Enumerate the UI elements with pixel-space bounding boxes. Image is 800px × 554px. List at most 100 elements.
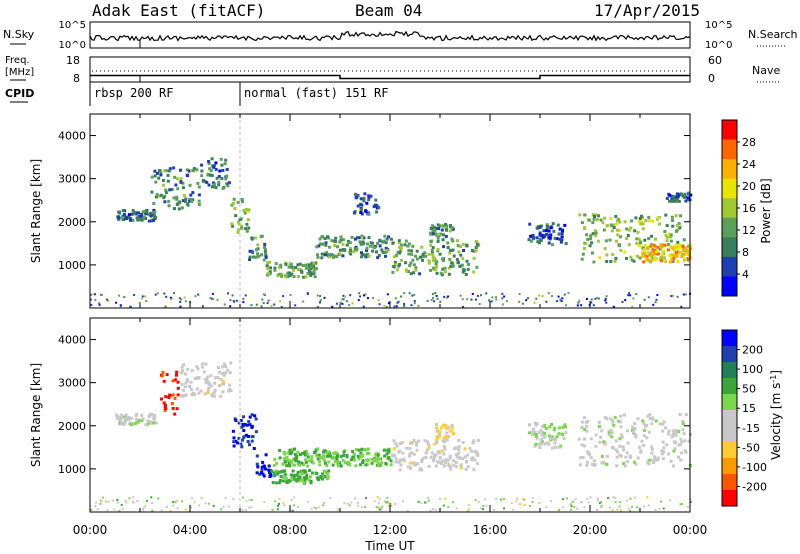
colorbar-swatch	[722, 120, 737, 141]
echo-cell	[364, 255, 368, 259]
echo-cell	[339, 235, 343, 239]
echo-speckle	[179, 305, 182, 308]
echo-cell	[611, 419, 615, 423]
echo-cell	[283, 460, 287, 464]
echo-speckle	[679, 503, 682, 506]
colorbar-swatch	[722, 458, 737, 475]
echo-cell	[649, 244, 653, 248]
echo-cell	[120, 413, 124, 417]
echo-speckle	[480, 507, 482, 510]
echo-cell	[392, 265, 396, 269]
echo-speckle	[90, 298, 92, 301]
echo-cell	[172, 196, 176, 200]
echo-cell	[666, 452, 670, 456]
echo-speckle	[607, 496, 610, 499]
echo-cell	[210, 394, 214, 398]
echo-cell	[290, 477, 294, 481]
echo-cell	[398, 251, 402, 255]
echo-cell	[627, 243, 631, 247]
echo-cell	[619, 425, 623, 429]
echo-cell	[652, 461, 656, 464]
echo-cell	[248, 255, 252, 259]
echo-speckle	[276, 508, 279, 511]
echo-cell	[339, 464, 343, 468]
echo-cell	[324, 241, 328, 245]
echo-cell	[450, 423, 454, 427]
echo-cell	[540, 442, 544, 446]
echo-cell	[222, 382, 226, 386]
echo-cell	[647, 215, 651, 219]
echo-cell	[253, 236, 257, 240]
echo-cell	[335, 255, 339, 259]
echo-cell	[258, 472, 262, 476]
echo-cell	[551, 222, 555, 226]
echo-cell	[466, 267, 470, 271]
echo-cell	[164, 403, 167, 407]
echo-cell	[123, 421, 126, 425]
echo-cell	[472, 468, 476, 472]
echo-cell	[302, 481, 306, 484]
echo-cell	[671, 224, 675, 228]
echo-cell	[533, 444, 537, 448]
echo-cell	[420, 245, 424, 249]
echo-cell	[457, 451, 461, 455]
echo-cell	[455, 465, 458, 468]
echo-cell	[642, 421, 646, 425]
echo-speckle	[144, 295, 146, 298]
echo-speckle	[351, 302, 354, 305]
echo-cell	[626, 460, 630, 464]
echo-cell	[674, 244, 678, 248]
echo-cell	[313, 275, 317, 279]
echo-speckle	[435, 294, 438, 297]
echo-speckle	[329, 496, 332, 499]
echo-cell	[405, 446, 409, 450]
echo-cell	[684, 450, 688, 454]
echo-cell	[376, 241, 380, 245]
echo-cell	[317, 244, 321, 248]
echo-cell	[394, 457, 398, 461]
echo-cell	[467, 263, 471, 266]
echo-cell	[241, 200, 244, 203]
echo-cell	[300, 269, 304, 273]
echo-cell	[457, 445, 461, 449]
echo-cell	[242, 415, 245, 419]
echo-cell	[338, 240, 342, 244]
echo-cell	[183, 372, 187, 376]
echo-cell	[285, 481, 289, 485]
echo-cell	[416, 462, 420, 466]
echo-cell	[547, 236, 551, 240]
echo-speckle	[376, 496, 379, 499]
echo-cell	[452, 254, 456, 258]
echo-cell	[330, 253, 333, 257]
echo-speckle	[111, 499, 114, 502]
echo-cell	[377, 462, 381, 466]
echo-cell	[619, 414, 623, 418]
echo-cell	[293, 463, 297, 467]
echo-cell	[446, 458, 450, 462]
echo-cell	[646, 414, 650, 418]
echo-speckle	[290, 499, 293, 502]
echo-cell	[682, 253, 686, 257]
echo-cell	[397, 264, 401, 268]
echo-speckle	[294, 304, 297, 307]
echo-cell	[540, 433, 544, 437]
echo-cell	[254, 417, 258, 421]
echo-cell	[237, 421, 241, 425]
echo-cell	[240, 224, 244, 228]
echo-cell	[598, 256, 602, 260]
echo-speckle	[335, 302, 338, 305]
echo-cell	[399, 442, 402, 446]
echo-cell	[650, 234, 654, 238]
echo-cell	[378, 238, 382, 242]
echo-cell	[652, 243, 656, 247]
echo-cell	[457, 250, 461, 254]
echo-cell	[163, 405, 167, 409]
echo-speckle	[482, 508, 484, 511]
echo-cell	[345, 243, 349, 247]
echo-speckle	[176, 507, 179, 510]
echo-cell	[638, 244, 642, 248]
echo-speckle	[373, 500, 376, 503]
station-title: Adak East (fitACF)	[92, 1, 265, 20]
echo-cell	[627, 228, 631, 232]
echo-cell	[427, 464, 431, 468]
